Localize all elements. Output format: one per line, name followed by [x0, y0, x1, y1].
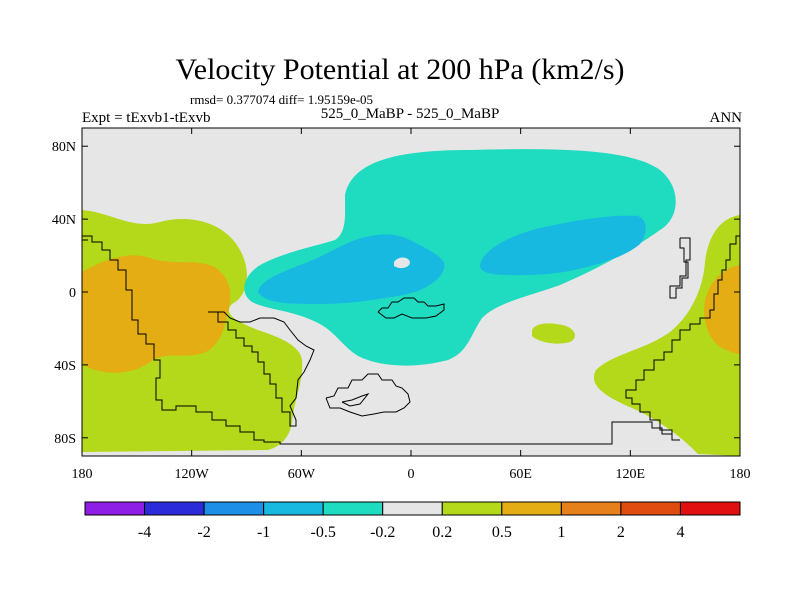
colorbar-swatch: [679, 501, 741, 516]
colorbar-label: 4: [676, 524, 684, 541]
lat-tick-label: 40S: [54, 359, 76, 374]
stats-line: rmsd= 0.377074 diff= 1.95159e-05: [190, 92, 374, 107]
experiment-label: Expt = tExvb1-tExvb: [82, 110, 211, 126]
colorbar: -4 -2 -1 -0.5 -0.2 0.2 0.5 1 2 4: [84, 501, 741, 541]
colorbar-swatch: [441, 501, 503, 516]
season-label: ANN: [709, 110, 743, 126]
latitude-axis: 80N 40N 0 40S 80S: [52, 140, 740, 447]
negative-core-east: [480, 215, 646, 276]
colorbar-swatch: [144, 501, 205, 516]
colorbar-label: -0.5: [311, 524, 336, 541]
colorbar-swatch: [84, 501, 146, 516]
neutral-hole: [394, 257, 410, 269]
longitude-axis: 180 120W 60W 0 60E 120E 180: [72, 128, 751, 482]
strong-positive-west: [82, 255, 231, 373]
colorbar-swatch: [560, 501, 622, 516]
colorbar-label: -2: [197, 524, 210, 541]
case-label: 525_0_MaBP - 525_0_MaBP: [320, 106, 500, 122]
colorbar-label: 1: [557, 524, 565, 541]
colorbar-swatch: [501, 501, 562, 516]
colorbar-label: -0.2: [370, 524, 395, 541]
coastlines: [82, 235, 740, 445]
colorbar-label: 0.2: [432, 524, 452, 541]
lon-tick-label: 120W: [175, 467, 210, 482]
lat-tick-label: 40N: [52, 213, 76, 228]
lon-tick-label: 0: [408, 467, 415, 482]
small-negative-patch: [532, 323, 575, 344]
lon-tick-label: 60W: [288, 467, 316, 482]
map-field: [82, 128, 740, 456]
colorbar-label: 0.5: [492, 524, 512, 541]
colorbar-swatch: [620, 501, 681, 516]
lon-tick-label: 180: [730, 467, 751, 482]
lon-tick-label: 120E: [616, 467, 646, 482]
strong-positive-east: [704, 265, 740, 354]
lat-tick-label: 80S: [54, 432, 76, 447]
lat-tick-label: 0: [69, 286, 76, 301]
positive-contour-east: [593, 215, 740, 456]
negative-core-west: [258, 234, 445, 304]
negative-contour-main: [244, 149, 676, 366]
lon-tick-label: 180: [72, 467, 93, 482]
plot-title: Velocity Potential at 200 hPa (km2/s): [175, 53, 625, 86]
colorbar-label: -4: [138, 524, 151, 541]
colorbar-swatch: [322, 501, 384, 516]
colorbar-label: -1: [257, 524, 270, 541]
lat-tick-label: 80N: [52, 140, 76, 155]
colorbar-swatch: [382, 501, 443, 516]
colorbar-label: 2: [617, 524, 625, 541]
colorbar-swatch: [203, 501, 265, 516]
colorbar-swatch: [263, 501, 324, 516]
lon-tick-label: 60E: [509, 467, 532, 482]
